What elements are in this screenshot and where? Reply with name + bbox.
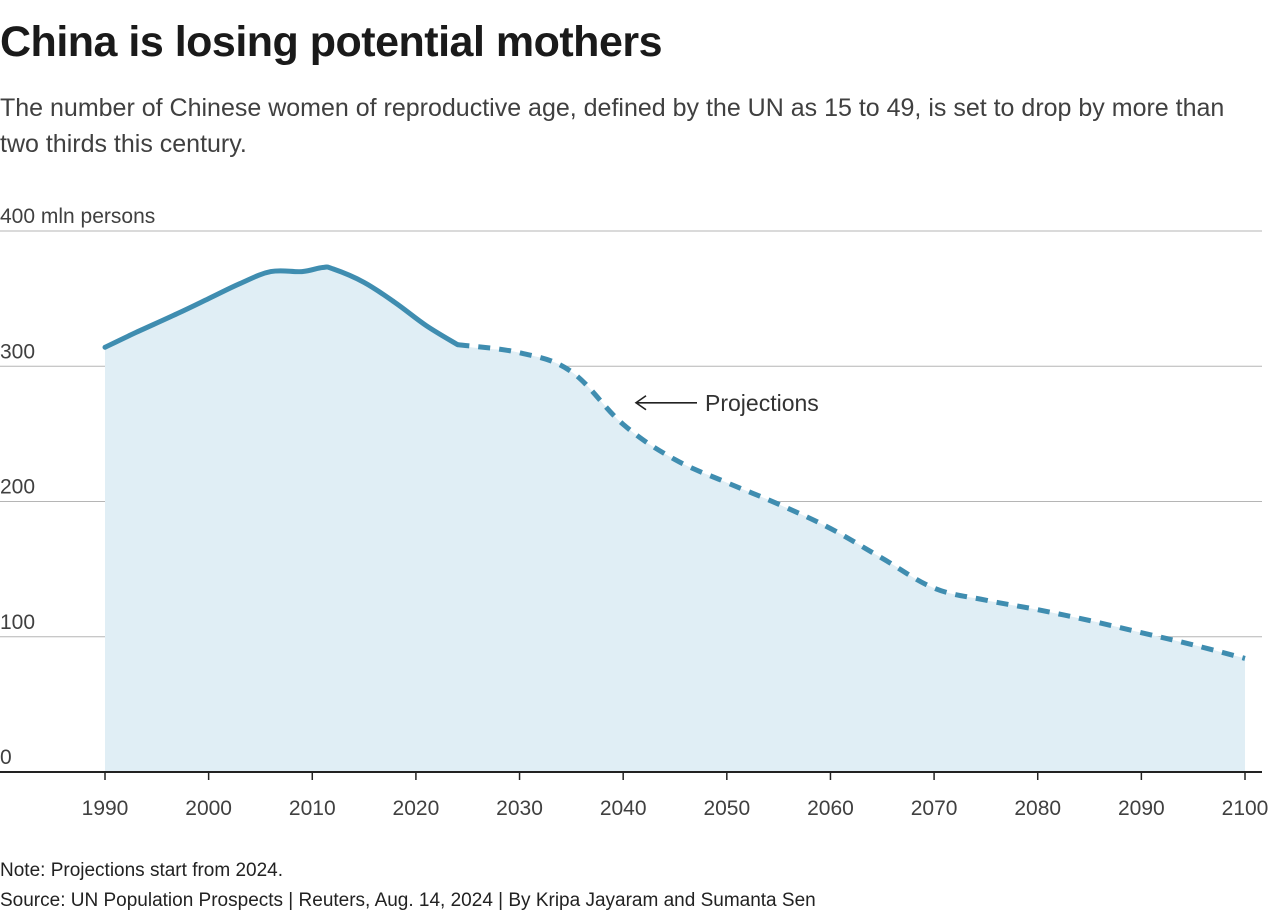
y-tick-labels: 0 100 200 300 400 mln persons — [0, 205, 155, 769]
y-tick-label-100: 100 — [0, 611, 35, 634]
x-tick-label-2100: 2100 — [1222, 797, 1269, 820]
area-chart: 0 100 200 300 400 mln persons 1990 2000 2010 20… — [0, 205, 1269, 820]
y-tick-label-300: 300 — [0, 340, 35, 363]
arrow-left-icon — [634, 395, 647, 411]
x-tick-labels: 1990 2000 2010 2020 2030 2040 2050 2060 2070 2080… — [82, 772, 1269, 820]
chart-source: Source: UN Population Prospects | Reuter… — [0, 890, 816, 911]
x-tick-label-2010: 2010 — [289, 797, 336, 820]
x-tick-label-2070: 2070 — [911, 797, 958, 820]
x-tick-label-2080: 2080 — [1014, 797, 1061, 820]
x-tick-label-2040: 2040 — [600, 797, 647, 820]
annotation-label: Projections — [705, 390, 819, 416]
y-tick-label-0: 0 — [0, 746, 12, 769]
chart-note: Note: Projections start from 2024. — [0, 860, 284, 881]
y-tick-label-400: 400 mln persons — [0, 205, 155, 228]
chart-subtitle: The number of Chinese women of reproduct… — [0, 94, 1225, 158]
historical-line — [102, 264, 460, 350]
projection-line — [457, 342, 1246, 661]
x-tick-label-2060: 2060 — [807, 797, 854, 820]
x-tick-label-2090: 2090 — [1118, 797, 1165, 820]
x-tick-label-2050: 2050 — [703, 797, 750, 820]
x-tick-label-1990: 1990 — [82, 797, 129, 820]
chart-title: China is losing potential mothers — [0, 18, 663, 66]
x-tick-label-2020: 2020 — [393, 797, 440, 820]
y-tick-label-200: 200 — [0, 476, 35, 499]
x-tick-label-2030: 2030 — [496, 797, 543, 820]
x-tick-label-2000: 2000 — [185, 797, 232, 820]
projections-annotation: Projections — [634, 390, 819, 416]
area-fill — [105, 266, 1245, 772]
